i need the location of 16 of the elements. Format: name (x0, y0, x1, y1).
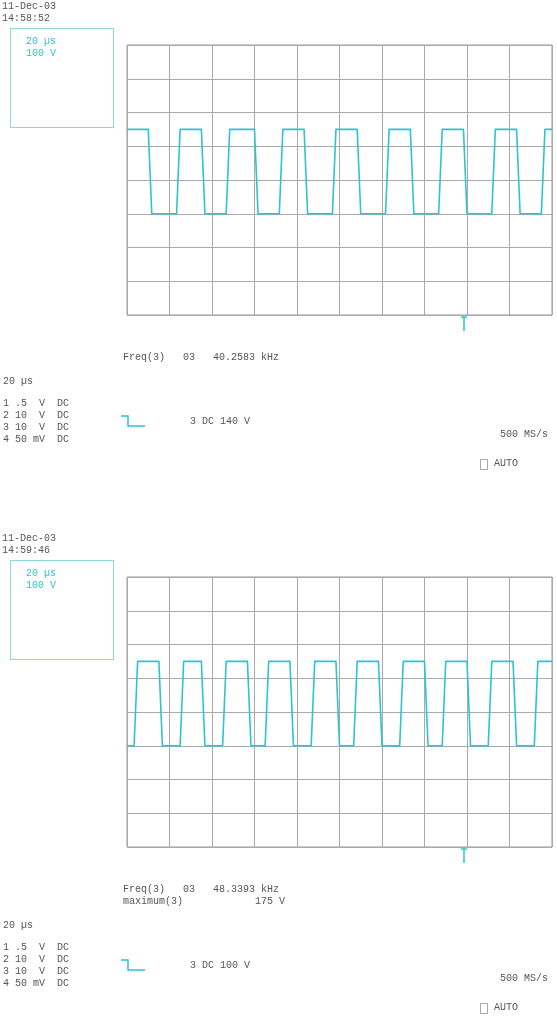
text: 20 µs 100 V (26, 568, 57, 592)
text: 20 µs (3, 376, 34, 388)
text: Freq(3) 03 48.3393 kHz maximum(3) 175 V (123, 884, 286, 908)
text: 11-Dec-03 14:58:52 (2, 1, 57, 25)
text: 1 .5 V DC 2 10 V DC 3 10 V DC 4 50 mV DC (3, 942, 70, 990)
text: 20 µs 100 V (26, 36, 57, 60)
text: 20 µs (3, 920, 34, 932)
text: Freq(3) 03 40.2583 kHz (123, 352, 280, 364)
text: AUTO (494, 458, 519, 470)
text: 3 DC 140 V (190, 416, 251, 428)
text: 3 DC 100 V (190, 960, 251, 972)
text: 500 MS/s (500, 973, 549, 985)
text: 500 MS/s (500, 429, 549, 441)
text: 11-Dec-03 14:59:46 (2, 533, 57, 557)
text: 1 .5 V DC 2 10 V DC 3 10 V DC 4 50 mV DC (3, 398, 70, 446)
text: AUTO (494, 1002, 519, 1014)
